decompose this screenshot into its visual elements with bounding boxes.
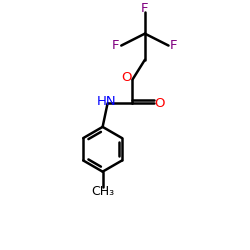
Text: O: O (154, 97, 164, 110)
Text: CH₃: CH₃ (91, 184, 114, 198)
Text: F: F (112, 39, 120, 52)
Text: HN: HN (96, 95, 116, 108)
Text: F: F (170, 39, 178, 52)
Text: F: F (141, 2, 149, 15)
Text: O: O (122, 71, 132, 84)
